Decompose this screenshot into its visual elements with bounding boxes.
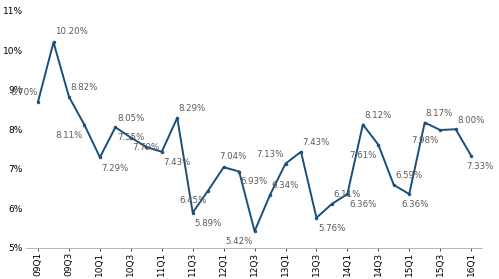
Text: 7.13%: 7.13%: [256, 150, 284, 159]
Text: 6.34%: 6.34%: [271, 181, 299, 190]
Text: 7.79%: 7.79%: [132, 143, 160, 152]
Text: 5.89%: 5.89%: [194, 218, 222, 228]
Text: 8.11%: 8.11%: [55, 131, 83, 140]
Text: 7.29%: 7.29%: [101, 164, 129, 174]
Text: 6.36%: 6.36%: [402, 200, 429, 209]
Text: 6.11%: 6.11%: [333, 190, 361, 199]
Text: 8.05%: 8.05%: [117, 114, 144, 122]
Text: 5.76%: 5.76%: [318, 224, 345, 233]
Text: 7.43%: 7.43%: [163, 158, 191, 167]
Text: 7.04%: 7.04%: [219, 152, 247, 161]
Text: 7.61%: 7.61%: [349, 151, 377, 160]
Text: 6.36%: 6.36%: [349, 200, 376, 209]
Text: 8.29%: 8.29%: [179, 104, 206, 113]
Text: 7.55%: 7.55%: [117, 133, 145, 142]
Text: 7.33%: 7.33%: [467, 162, 494, 171]
Text: 8.70%: 8.70%: [10, 88, 37, 97]
Text: 6.45%: 6.45%: [179, 196, 207, 205]
Text: 5.42%: 5.42%: [226, 237, 253, 246]
Text: 6.93%: 6.93%: [241, 177, 268, 186]
Text: 8.12%: 8.12%: [364, 111, 392, 120]
Text: 10.20%: 10.20%: [55, 27, 88, 36]
Text: 8.82%: 8.82%: [70, 83, 98, 92]
Text: 6.59%: 6.59%: [395, 171, 423, 180]
Text: 8.17%: 8.17%: [426, 109, 453, 118]
Text: 8.00%: 8.00%: [457, 116, 485, 124]
Text: 7.98%: 7.98%: [411, 136, 439, 145]
Text: 7.43%: 7.43%: [302, 138, 330, 147]
